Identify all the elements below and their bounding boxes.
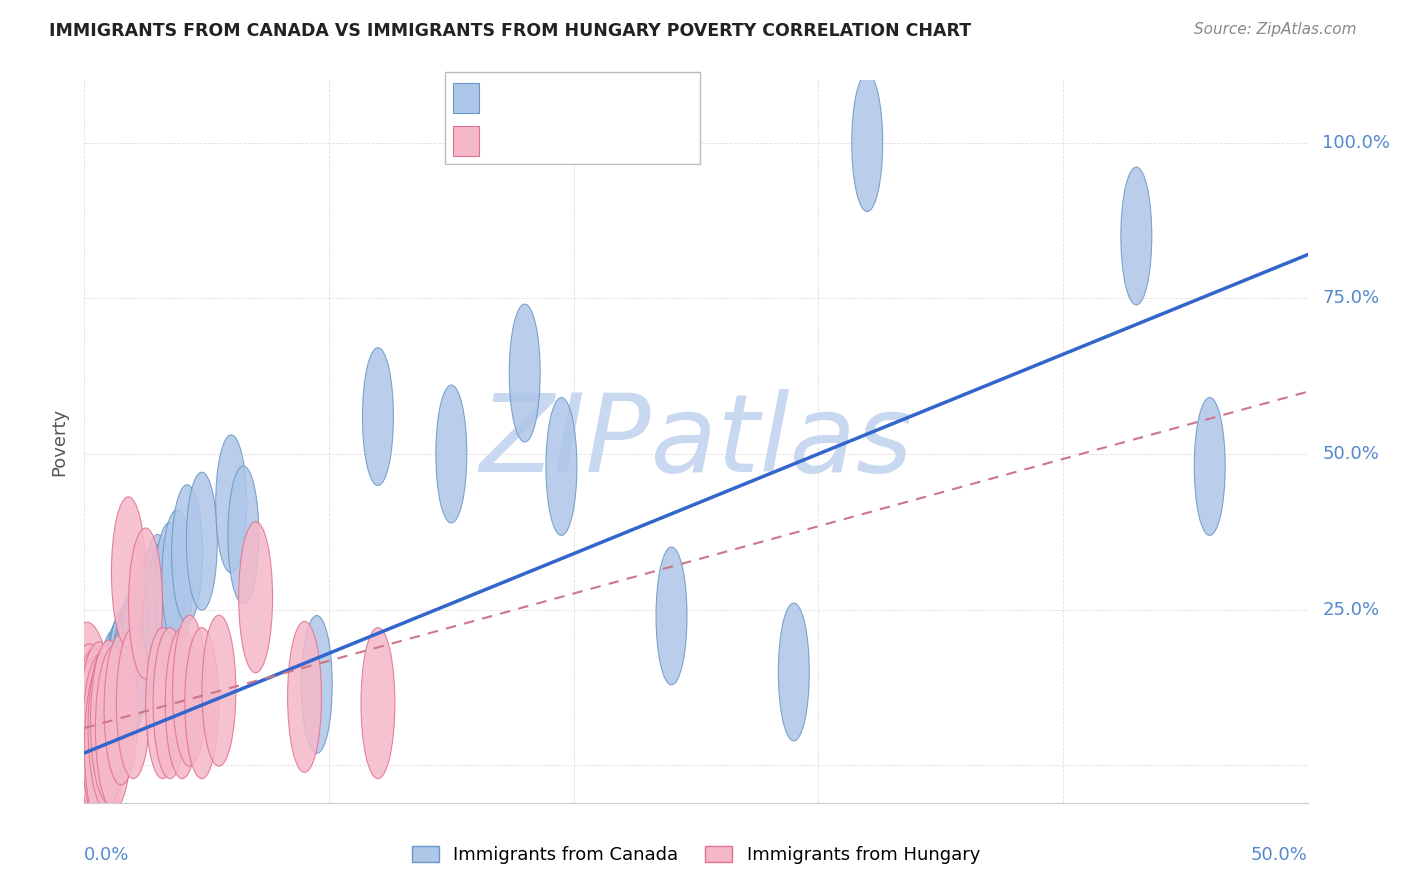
Ellipse shape <box>1121 167 1152 305</box>
Ellipse shape <box>187 472 218 610</box>
Bar <box>453 83 479 112</box>
Ellipse shape <box>58 623 117 884</box>
Ellipse shape <box>779 603 810 741</box>
Ellipse shape <box>118 591 149 729</box>
Ellipse shape <box>82 665 115 816</box>
Ellipse shape <box>228 466 259 604</box>
Text: 25.0%: 25.0% <box>1322 600 1379 619</box>
Ellipse shape <box>509 304 540 442</box>
Ellipse shape <box>104 634 138 785</box>
Ellipse shape <box>166 628 200 779</box>
Ellipse shape <box>89 647 125 810</box>
FancyBboxPatch shape <box>446 72 700 164</box>
Ellipse shape <box>90 640 127 804</box>
Ellipse shape <box>239 522 273 673</box>
Ellipse shape <box>108 609 139 747</box>
Ellipse shape <box>173 615 207 766</box>
Ellipse shape <box>84 659 124 834</box>
Ellipse shape <box>72 649 117 844</box>
Ellipse shape <box>142 534 173 673</box>
Ellipse shape <box>63 644 115 874</box>
Text: 50.0%: 50.0% <box>1251 847 1308 864</box>
Ellipse shape <box>117 628 150 779</box>
Ellipse shape <box>138 547 169 685</box>
Ellipse shape <box>67 658 115 872</box>
Ellipse shape <box>84 659 118 810</box>
Ellipse shape <box>115 597 146 735</box>
Bar <box>453 126 479 156</box>
Ellipse shape <box>93 655 125 801</box>
Ellipse shape <box>148 541 179 679</box>
Ellipse shape <box>657 547 688 685</box>
Ellipse shape <box>1194 398 1225 535</box>
Ellipse shape <box>852 74 883 211</box>
Ellipse shape <box>301 615 332 754</box>
Text: 0.0%: 0.0% <box>84 847 129 864</box>
Ellipse shape <box>363 348 394 485</box>
Ellipse shape <box>361 628 395 779</box>
Ellipse shape <box>96 647 127 785</box>
Y-axis label: Poverty: Poverty <box>51 408 69 475</box>
Text: 75.0%: 75.0% <box>1322 289 1379 307</box>
Ellipse shape <box>122 578 153 716</box>
Ellipse shape <box>153 628 187 779</box>
Ellipse shape <box>101 640 132 779</box>
Ellipse shape <box>91 653 122 791</box>
Ellipse shape <box>111 497 145 648</box>
Ellipse shape <box>215 435 246 573</box>
Ellipse shape <box>184 628 219 779</box>
Ellipse shape <box>67 662 111 856</box>
Ellipse shape <box>96 647 132 810</box>
Text: IMMIGRANTS FROM CANADA VS IMMIGRANTS FROM HUNGARY POVERTY CORRELATION CHART: IMMIGRANTS FROM CANADA VS IMMIGRANTS FRO… <box>49 22 972 40</box>
Ellipse shape <box>103 622 134 760</box>
Legend: Immigrants from Canada, Immigrants from Hungary: Immigrants from Canada, Immigrants from … <box>402 837 990 873</box>
Ellipse shape <box>172 484 202 623</box>
Text: R = 0.645   N = 39: R = 0.645 N = 39 <box>489 88 661 106</box>
Ellipse shape <box>128 528 163 679</box>
Text: Source: ZipAtlas.com: Source: ZipAtlas.com <box>1194 22 1357 37</box>
Text: 100.0%: 100.0% <box>1322 134 1391 152</box>
Ellipse shape <box>112 603 143 741</box>
Ellipse shape <box>82 653 121 828</box>
Ellipse shape <box>129 559 162 698</box>
Ellipse shape <box>146 628 180 779</box>
Ellipse shape <box>162 509 193 648</box>
Ellipse shape <box>155 522 186 660</box>
Text: R = 0.334   N = 24: R = 0.334 N = 24 <box>489 131 661 149</box>
Ellipse shape <box>87 653 121 804</box>
Ellipse shape <box>72 665 111 840</box>
Ellipse shape <box>546 398 576 535</box>
Ellipse shape <box>111 615 142 754</box>
Ellipse shape <box>75 656 118 850</box>
Ellipse shape <box>436 385 467 523</box>
Ellipse shape <box>79 642 120 827</box>
Ellipse shape <box>97 630 131 776</box>
Ellipse shape <box>79 678 115 841</box>
Ellipse shape <box>105 615 136 754</box>
Ellipse shape <box>202 615 236 766</box>
Ellipse shape <box>288 622 322 772</box>
Text: 50.0%: 50.0% <box>1322 445 1379 463</box>
Text: ZIPatlas: ZIPatlas <box>479 389 912 494</box>
